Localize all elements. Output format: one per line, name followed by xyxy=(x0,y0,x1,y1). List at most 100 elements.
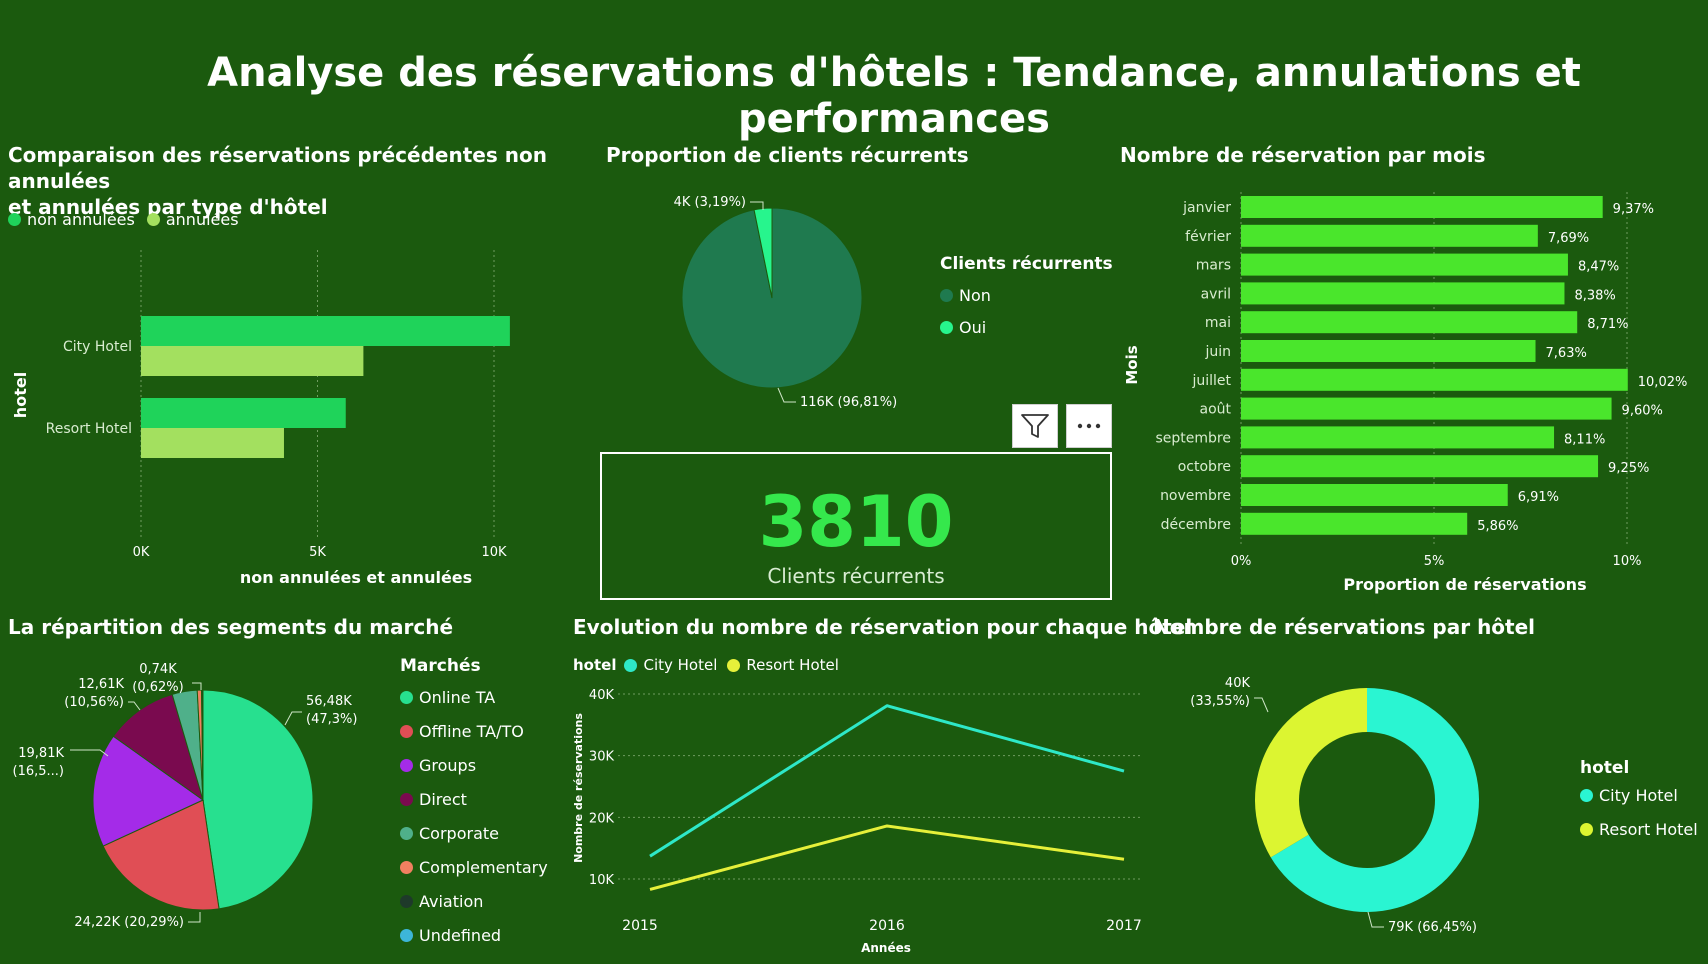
segments-legend-item-offline-ta-to: Offline TA/TO xyxy=(400,714,548,748)
page-title: Analyse des réservations d'hôtels : Tend… xyxy=(207,50,1581,142)
leader-resort-hotel xyxy=(1254,697,1269,713)
y-axis-label: Mois xyxy=(1123,345,1141,384)
x-tick-0: 0% xyxy=(1231,554,1252,569)
data-label-janvier: 9,37% xyxy=(1613,202,1654,217)
data-label-offline-ta-to: 24,22K (20,29%) xyxy=(74,915,184,930)
x-tick-2017: 2017 xyxy=(1106,918,1142,934)
y-category-city-hotel: City Hotel xyxy=(63,339,132,355)
bar-fevrier xyxy=(1241,224,1538,247)
x-tick-10: 10% xyxy=(1613,554,1642,569)
slice-resort-hotel xyxy=(1255,688,1367,858)
data-label-groups: 19,81K xyxy=(18,746,64,761)
legend-marker-oui xyxy=(940,321,953,334)
slice-groups xyxy=(92,735,204,847)
legend-label-annulees: annulées xyxy=(165,210,239,229)
bar-janvier xyxy=(1241,196,1603,218)
x-tick-5: 5% xyxy=(1424,554,1445,569)
data-label-resort-hotel-line-2: (33,55%) xyxy=(1190,694,1250,709)
data-label-juillet: 10,02% xyxy=(1638,375,1688,390)
evolution-line-chart: 10K 20K 30K 40K 2015 2016 2017 Nombre de réserv… xyxy=(572,688,1142,955)
kpi-card: 3810 Clients récurrents xyxy=(600,452,1112,600)
line-city-hotel xyxy=(649,704,1125,858)
by-hotel-donut-chart: 40K (33,55%) 79K (66,45%) xyxy=(1190,676,1479,935)
data-label-septembre: 8,11% xyxy=(1564,432,1605,447)
legend-marker-groups xyxy=(400,758,413,772)
cancellations-chart-title: Comparaison des réservations précédentes… xyxy=(8,142,598,220)
y-tick-10k: 10K xyxy=(589,873,615,888)
evolution-chart-title: Evolution du nombre de réservation pour … xyxy=(573,615,1193,639)
evolution-legend: hotel City Hotel Resort Hotel xyxy=(573,656,839,674)
leader-groups xyxy=(70,749,109,757)
legend-marker-undefined xyxy=(400,928,413,942)
bar-juillet xyxy=(1241,368,1628,391)
y-tick-20k: 20K xyxy=(589,811,615,826)
segments-legend-title: Marchés xyxy=(400,656,481,676)
x-tick-10k: 10K xyxy=(481,545,507,560)
y-category-janvier: janvier xyxy=(1182,200,1231,216)
legend-marker-complementary xyxy=(400,860,413,874)
bar-mai xyxy=(1241,311,1578,334)
y-category-mars: mars xyxy=(1196,258,1231,274)
leader-offline-ta-to xyxy=(188,912,201,923)
y-category-septembre: septembre xyxy=(1156,430,1231,446)
y-category-juillet: juillet xyxy=(1191,373,1231,389)
segments-legend-item-complementary: Complementary xyxy=(400,850,548,884)
y-axis-label: Nombre de réservations xyxy=(572,713,585,863)
segments-legend-item-corporate: Corporate xyxy=(400,816,548,850)
legend-label-city-hotel: City Hotel xyxy=(643,656,718,674)
bar-septembre xyxy=(1241,426,1555,449)
data-label-direct: 12,61K xyxy=(78,677,124,692)
y-category-octobre: octobre xyxy=(1178,459,1231,475)
legend-marker-resort xyxy=(1580,823,1593,836)
y-tick-30k: 30K xyxy=(589,750,615,765)
data-label-online-ta: 56,48K xyxy=(306,694,352,709)
kpi-value: 3810 xyxy=(758,481,954,563)
y-category-avril: avril xyxy=(1201,286,1231,302)
cancellations-bar-chart: 0K 5K 10K City Hotel Resort Hotel hotel non an… xyxy=(11,250,510,587)
slice-direct xyxy=(112,693,204,802)
segments-legend-item-online-ta: Online TA xyxy=(400,680,548,714)
data-label-octobre: 9,25% xyxy=(1608,461,1649,476)
segments-chart-title: La répartition des segments du marché xyxy=(8,615,454,639)
by-hotel-legend-item-resort: Resort Hotel xyxy=(1580,820,1698,839)
legend-label-groups: Groups xyxy=(419,755,477,775)
data-label-online-ta-line-2: (47,3%) xyxy=(306,712,357,727)
leader-oui xyxy=(750,201,764,210)
legend-marker-corporate xyxy=(400,826,413,840)
legend-label-oui: Oui xyxy=(959,318,987,337)
bar-resort-hotel-annulees xyxy=(141,428,284,458)
legend-marker-offline-ta-to xyxy=(400,724,413,738)
y-axis-label: hotel xyxy=(11,372,30,418)
cancellations-title-line-2: et annulées par type d'hôtel xyxy=(8,195,328,219)
legend-marker-aviation xyxy=(400,894,413,908)
recurring-legend-title: Clients récurrents xyxy=(940,254,1113,274)
filter-button[interactable] xyxy=(1012,404,1058,448)
y-category-juin: juin xyxy=(1204,344,1231,360)
legend-label-aviation: Aviation xyxy=(419,891,484,911)
leader-online-ta xyxy=(284,711,302,726)
cancellations-legend: non annulées annulées xyxy=(8,210,239,229)
legend-marker-non-annulees xyxy=(8,213,21,226)
x-tick-0k: 0K xyxy=(133,545,150,560)
more-options-button[interactable] xyxy=(1066,404,1112,448)
legend-marker-city-hotel xyxy=(624,658,638,672)
bar-city-hotel-annulees xyxy=(141,346,364,376)
legend-label-undefined: Undefined xyxy=(419,925,502,945)
bar-resort-hotel-non-annulees xyxy=(141,398,346,428)
bar-avril xyxy=(1241,282,1565,305)
by-hotel-legend-item-city: City Hotel xyxy=(1580,786,1678,805)
data-label-decembre: 5,86% xyxy=(1477,519,1518,534)
data-label-novembre: 6,91% xyxy=(1518,490,1559,505)
data-label-complementary-line-2: (0,62%) xyxy=(132,680,183,695)
legend-label-non: Non xyxy=(959,286,991,305)
segments-legend-item-aviation: Aviation xyxy=(400,884,548,918)
evolution-legend-title: hotel xyxy=(573,656,617,674)
more-options-icon xyxy=(1077,423,1101,429)
x-axis-label: non annulées et annulées xyxy=(240,568,472,587)
data-label-groups-line-2: (16,5...) xyxy=(13,764,65,779)
data-label-avril: 8,38% xyxy=(1574,288,1615,303)
leader-complementary xyxy=(192,682,202,690)
y-tick-40k: 40K xyxy=(589,688,615,703)
legend-label-resort-hotel: Resort Hotel xyxy=(746,656,839,674)
y-category-mai: mai xyxy=(1205,315,1231,331)
